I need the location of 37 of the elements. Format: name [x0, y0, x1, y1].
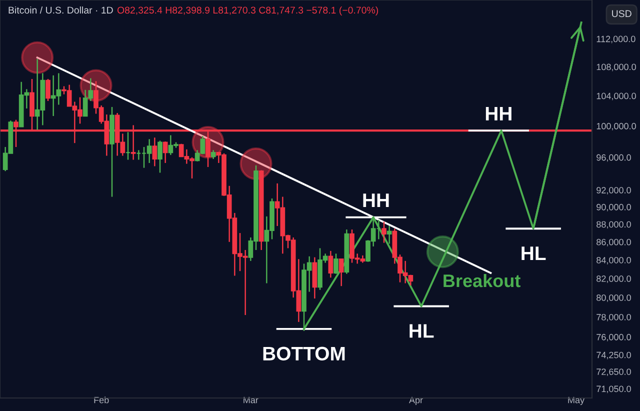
y-tick-label: 112,000.0	[596, 36, 636, 44]
point	[426, 236, 459, 268]
y-tick-label: 72,650.0	[596, 368, 631, 376]
y-tick-label: 74,250.0	[596, 352, 631, 360]
text: O82,325.4 H82,398.9 L81,270.3 C81,747.3 −578.1 (−0.70%)	[117, 6, 378, 16]
y-tick-label: 78,000.0	[596, 314, 631, 322]
y-tick-label: 71,050.0	[596, 386, 631, 394]
candlestick	[152, 136, 158, 167]
candlestick	[338, 258, 344, 287]
y-tick-label: 108,000.0	[596, 64, 636, 72]
y-tick-label: 86,000.0	[596, 238, 631, 246]
text: Bitcoin / U.S. Dollar · 1D	[8, 6, 113, 14]
point	[21, 41, 54, 74]
candlestick	[328, 250, 334, 278]
candlestick	[334, 253, 338, 274]
y-tick-label: 80,000.0	[596, 294, 631, 302]
candlestick	[158, 140, 162, 174]
candlestick	[46, 78, 50, 102]
series-label: HH	[363, 194, 389, 208]
y-tick-label: 76,000.0	[596, 334, 631, 342]
y-tick-label: 88,000.0	[596, 221, 631, 229]
series-label: BOTTOM	[263, 346, 345, 361]
y-tick-label: 92,000.0	[596, 187, 631, 194]
y-tick-label: 90,000.0	[596, 204, 631, 212]
candlestick	[386, 225, 392, 244]
series-label: HH	[486, 106, 512, 120]
y-tick-label: 82,000.0	[596, 276, 631, 283]
series-label: HL	[410, 324, 434, 338]
series-label: Breakout	[444, 274, 520, 288]
candlestick	[162, 140, 168, 164]
y-tick-label: 84,000.0	[596, 256, 631, 264]
y-tick-label: 100,000.0	[596, 122, 636, 130]
series-label: HL	[522, 246, 546, 260]
y-tick-label: 96,000.0	[596, 154, 631, 162]
y-tick-label: 104,000.0	[596, 92, 636, 100]
candlestick	[382, 221, 386, 244]
y-axis-title: USD	[612, 10, 632, 18]
